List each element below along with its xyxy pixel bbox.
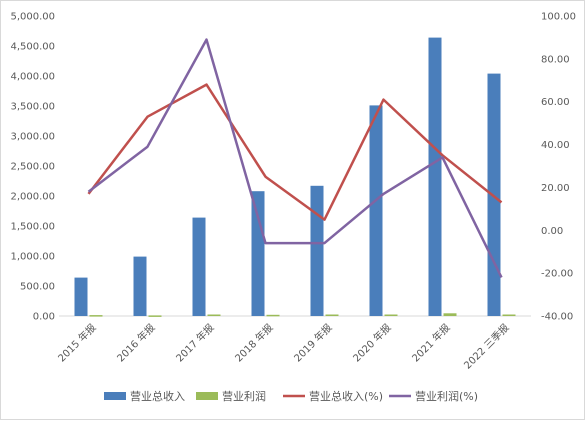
bar-revenue (428, 37, 442, 316)
right-axis-tick-label: -40.00 (541, 312, 573, 323)
bar-profit (325, 314, 339, 316)
legend-label: 营业利润 (222, 389, 266, 403)
right-axis-tick-label: 60.00 (541, 97, 570, 108)
left-axis-tick-label: 2,500.00 (10, 162, 55, 173)
legend-swatch (104, 392, 126, 400)
bar-revenue (487, 73, 501, 316)
bar-profit (502, 314, 516, 316)
category-label: 2021 年报 (409, 321, 453, 365)
left-axis-tick-label: 0.00 (33, 312, 55, 323)
right-axis-tick-label: 80.00 (541, 54, 570, 65)
right-axis-tick-label: 40.00 (541, 140, 570, 151)
bar-profit (443, 313, 457, 316)
category-label: 2018 年报 (232, 321, 276, 365)
bar-revenue (251, 191, 265, 316)
bar-profit (207, 314, 221, 316)
bar-revenue (369, 105, 383, 317)
left-axis-tick-label: 1,500.00 (10, 222, 55, 233)
right-axis-tick-label: 100.00 (541, 12, 576, 23)
right-axis-tick-label: -20.00 (541, 269, 573, 280)
category-label: 2020 年报 (350, 321, 394, 365)
bar-revenue (74, 277, 88, 316)
category-label: 2022 三季报 (461, 321, 512, 372)
left-axis-tick-label: 500.00 (20, 282, 55, 293)
bar-revenue (310, 185, 324, 316)
category-label: 2015 年报 (55, 321, 99, 365)
left-axis-tick-label: 4,500.00 (10, 42, 55, 53)
category-label: 2019 年报 (291, 321, 335, 365)
line-revenue-growth (87, 83, 503, 221)
left-axis-tick-label: 2,000.00 (10, 192, 55, 203)
legend-label: 营业总收入 (130, 389, 185, 403)
legend-label: 营业总收入(%) (309, 389, 383, 403)
bar-revenue (133, 256, 147, 316)
bar-profit (148, 315, 162, 317)
left-axis-tick-label: 1,000.00 (10, 252, 55, 263)
legend-label: 营业利润(%) (415, 389, 478, 403)
category-label: 2016 年报 (114, 321, 158, 365)
left-axis-tick-label: 3,500.00 (10, 102, 55, 113)
left-axis-tick-label: 3,000.00 (10, 132, 55, 143)
left-axis-tick-label: 4,000.00 (10, 72, 55, 83)
bar-revenue (192, 217, 206, 316)
line-profit-growth (87, 38, 503, 278)
bar-profit (384, 314, 398, 316)
right-axis-tick-label: 20.00 (541, 183, 570, 194)
legend-swatch (196, 392, 218, 400)
bar-profit (89, 315, 103, 317)
category-label: 2017 年报 (173, 321, 217, 365)
left-axis-tick-label: 5,000.00 (10, 12, 55, 23)
right-axis-tick-label: 0.00 (541, 226, 563, 237)
bar-profit (266, 314, 280, 317)
